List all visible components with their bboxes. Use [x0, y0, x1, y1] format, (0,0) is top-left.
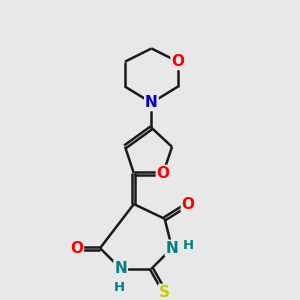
Text: N: N: [145, 95, 158, 110]
Text: N: N: [114, 261, 127, 276]
Text: O: O: [182, 196, 195, 211]
Text: O: O: [70, 241, 83, 256]
Text: H: H: [114, 281, 125, 294]
Text: O: O: [157, 166, 170, 181]
Text: S: S: [159, 285, 170, 300]
Text: N: N: [166, 241, 178, 256]
Text: O: O: [171, 54, 184, 69]
Text: H: H: [183, 239, 194, 252]
